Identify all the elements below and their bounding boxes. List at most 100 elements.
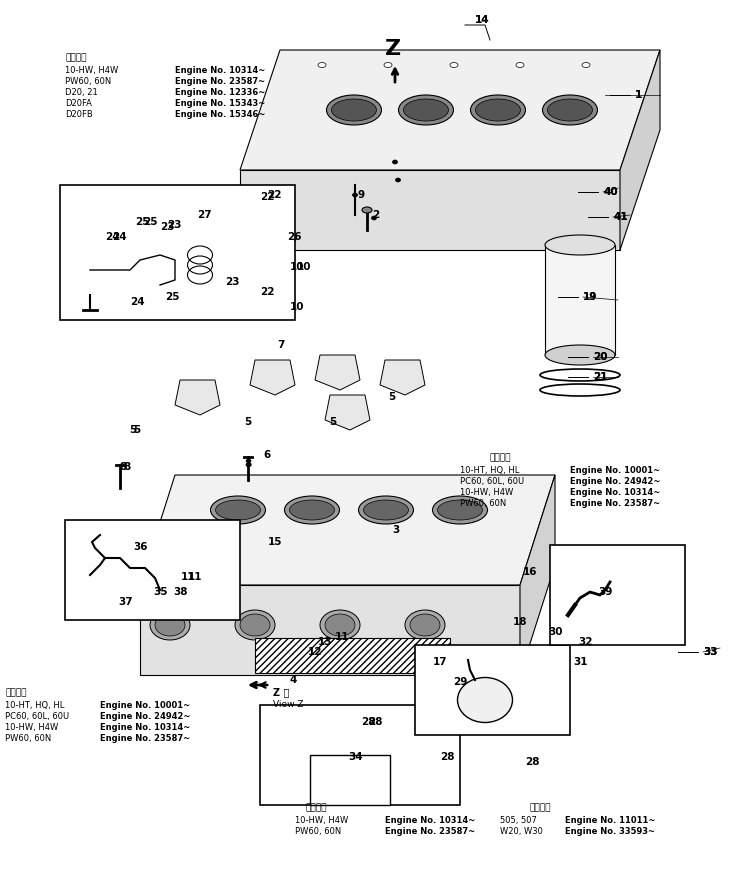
Text: 11: 11 <box>335 632 349 642</box>
Bar <box>65 520 240 620</box>
Ellipse shape <box>398 95 453 125</box>
Ellipse shape <box>545 235 615 255</box>
Text: 23: 23 <box>167 220 182 230</box>
Text: 1: 1 <box>635 90 643 100</box>
Polygon shape <box>380 360 425 395</box>
Text: 17: 17 <box>433 657 447 667</box>
Text: 20: 20 <box>593 352 608 362</box>
Text: 16: 16 <box>523 567 537 577</box>
Text: 38: 38 <box>173 587 188 597</box>
Text: 8: 8 <box>123 462 131 472</box>
Text: 10: 10 <box>289 262 304 272</box>
Text: 33: 33 <box>703 647 718 657</box>
Text: 10-HT, HQ, HL: 10-HT, HQ, HL <box>460 466 519 475</box>
Ellipse shape <box>372 216 376 220</box>
Text: 14: 14 <box>475 15 490 25</box>
Text: 505, 507: 505, 507 <box>500 816 537 825</box>
Text: 適用号稀: 適用号稀 <box>530 803 551 812</box>
Text: Engine No. 10314~: Engine No. 10314~ <box>175 66 265 75</box>
Text: 14: 14 <box>475 15 490 25</box>
Text: 28: 28 <box>440 752 454 762</box>
Ellipse shape <box>438 500 482 520</box>
Text: Z 視: Z 視 <box>273 687 289 697</box>
Polygon shape <box>315 355 360 390</box>
Ellipse shape <box>325 614 355 636</box>
Text: Z: Z <box>385 39 401 59</box>
Bar <box>545 245 615 355</box>
Ellipse shape <box>450 63 458 67</box>
Text: 41: 41 <box>613 212 628 222</box>
Text: 40: 40 <box>603 187 617 197</box>
Ellipse shape <box>545 345 615 365</box>
Ellipse shape <box>150 610 190 640</box>
Ellipse shape <box>215 500 260 520</box>
Text: 適用号稀: 適用号稀 <box>305 803 326 812</box>
Text: 23: 23 <box>160 222 174 232</box>
Text: 31: 31 <box>573 657 588 667</box>
Text: 22: 22 <box>260 287 275 297</box>
Polygon shape <box>520 475 555 675</box>
Polygon shape <box>140 585 520 675</box>
Text: 35: 35 <box>153 587 168 597</box>
Text: 適用号稀: 適用号稀 <box>65 53 87 62</box>
Text: D20FA: D20FA <box>65 99 92 108</box>
Ellipse shape <box>395 178 401 182</box>
Ellipse shape <box>364 500 409 520</box>
Text: 13: 13 <box>318 637 332 647</box>
Text: 24: 24 <box>105 232 119 242</box>
Text: 適用号稀: 適用号稀 <box>5 688 27 697</box>
Polygon shape <box>325 395 370 430</box>
Text: 10-HW, H4W: 10-HW, H4W <box>5 723 59 732</box>
Ellipse shape <box>289 500 335 520</box>
Text: 適用号稀: 適用号稀 <box>490 453 511 462</box>
Polygon shape <box>240 170 620 250</box>
Text: Engine No. 10314~: Engine No. 10314~ <box>385 816 475 825</box>
Text: 5: 5 <box>329 417 337 427</box>
Bar <box>310 755 390 805</box>
Text: 10-HW, H4W: 10-HW, H4W <box>460 488 513 497</box>
Text: Engine No. 10001~: Engine No. 10001~ <box>100 701 190 710</box>
Text: D20, 21: D20, 21 <box>65 88 98 97</box>
Text: 32: 32 <box>578 637 593 647</box>
Text: 15: 15 <box>268 537 283 547</box>
Ellipse shape <box>470 95 525 125</box>
Text: PW60, 60N: PW60, 60N <box>65 77 111 86</box>
Ellipse shape <box>362 207 372 213</box>
Text: 10-HW, H4W: 10-HW, H4W <box>65 66 118 75</box>
Text: Engine No. 15346~: Engine No. 15346~ <box>175 110 266 119</box>
Text: Engine No. 10314~: Engine No. 10314~ <box>570 488 660 497</box>
Text: View Z: View Z <box>273 700 303 709</box>
Text: 7: 7 <box>277 340 284 350</box>
Text: Engine No. 23587~: Engine No. 23587~ <box>100 734 190 743</box>
Ellipse shape <box>458 678 513 723</box>
Text: Engine No. 10001~: Engine No. 10001~ <box>570 466 660 475</box>
Polygon shape <box>250 360 295 395</box>
Ellipse shape <box>332 99 376 121</box>
Ellipse shape <box>326 95 381 125</box>
Text: 29: 29 <box>453 677 467 687</box>
Text: Engine No. 10314~: Engine No. 10314~ <box>100 723 190 732</box>
Text: 1: 1 <box>635 90 643 100</box>
Ellipse shape <box>320 610 360 640</box>
Text: 12: 12 <box>308 647 323 657</box>
Ellipse shape <box>405 610 445 640</box>
Text: 5: 5 <box>244 417 252 427</box>
Text: 40: 40 <box>603 187 617 197</box>
Ellipse shape <box>235 610 275 640</box>
Text: 24: 24 <box>130 297 144 307</box>
Ellipse shape <box>211 496 266 524</box>
Text: 30: 30 <box>548 627 562 637</box>
Text: 34: 34 <box>348 752 363 762</box>
Polygon shape <box>620 50 660 250</box>
Ellipse shape <box>352 193 358 197</box>
Text: Engine No. 11011~: Engine No. 11011~ <box>565 816 655 825</box>
Text: 10: 10 <box>289 302 304 312</box>
Ellipse shape <box>476 99 520 121</box>
Text: D20FB: D20FB <box>65 110 93 119</box>
Ellipse shape <box>358 496 413 524</box>
Ellipse shape <box>410 614 440 636</box>
Text: 36: 36 <box>133 542 148 552</box>
Text: 25: 25 <box>135 217 149 227</box>
Text: 37: 37 <box>118 597 133 607</box>
Text: W20, W30: W20, W30 <box>500 827 543 836</box>
